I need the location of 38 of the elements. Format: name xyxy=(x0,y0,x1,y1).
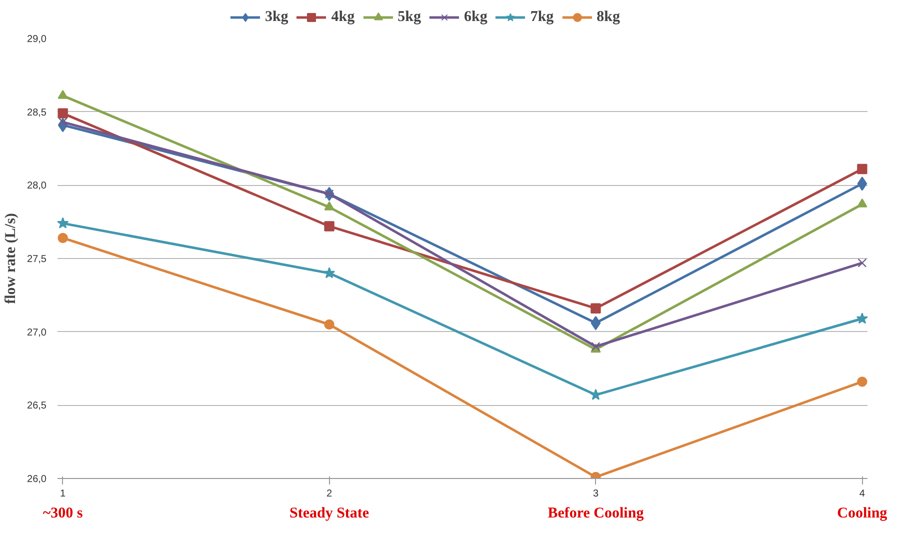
point xyxy=(857,198,868,208)
text: Cooling xyxy=(837,506,888,522)
point xyxy=(856,312,868,324)
legend-label: 4kg xyxy=(331,8,355,26)
point xyxy=(857,376,868,387)
point xyxy=(857,164,868,174)
y-axis-title: flow rate (L/s) xyxy=(3,213,20,304)
x-tick-label: 2 xyxy=(326,488,332,500)
point xyxy=(590,316,601,330)
y-tick-label: 27,0 xyxy=(27,327,47,338)
point xyxy=(58,217,69,228)
point xyxy=(324,201,334,210)
legend-label: 8kg xyxy=(596,8,620,26)
point xyxy=(858,258,867,268)
y-tick-label: 26,5 xyxy=(27,400,47,412)
point xyxy=(58,90,68,99)
y-tick-label: 28,5 xyxy=(27,107,47,118)
y-tick-label: 26,0 xyxy=(27,474,47,485)
point xyxy=(58,232,68,244)
legend-label: 7kg xyxy=(530,8,554,26)
legend-label: 5kg xyxy=(398,8,421,26)
y-tick-label: 28,0 xyxy=(27,180,47,192)
y-tick-label: 29,0 xyxy=(27,34,47,45)
x-tick-label: 4 xyxy=(859,488,866,500)
text: ~300 s xyxy=(42,506,83,522)
text: Before Cooling xyxy=(548,506,644,522)
point xyxy=(324,319,334,330)
point xyxy=(323,267,336,278)
point xyxy=(857,176,868,191)
point xyxy=(324,221,334,232)
legend-label: 3kg xyxy=(264,8,288,26)
point xyxy=(58,108,68,118)
text: Steady State xyxy=(289,506,370,522)
x-tick-label: 3 xyxy=(592,488,599,500)
x-tick-label: 1 xyxy=(60,488,66,500)
point xyxy=(590,303,601,314)
legend-label: 6kg xyxy=(464,8,488,26)
y-tick-label: 27,5 xyxy=(27,254,47,265)
